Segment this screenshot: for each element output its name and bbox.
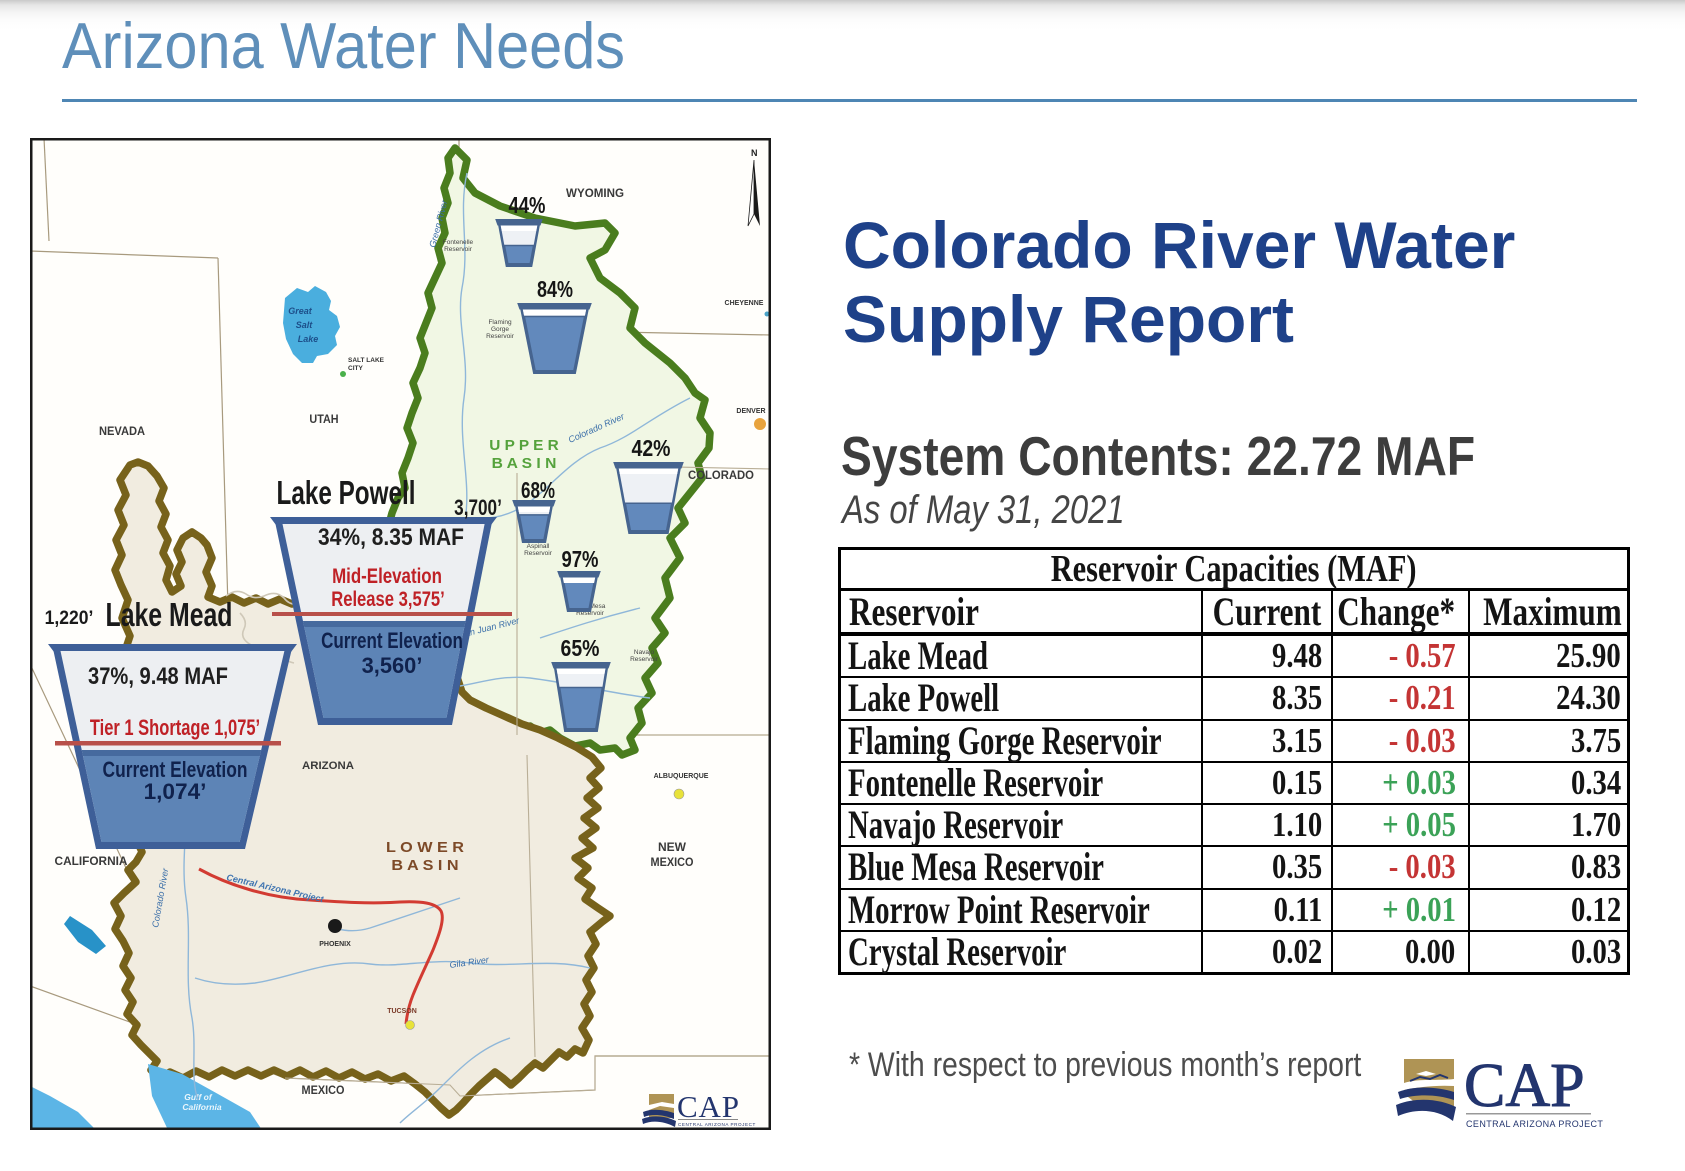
svg-text:84%: 84% xyxy=(537,277,573,303)
svg-text:Navajo: Navajo xyxy=(634,649,655,656)
svg-text:WYOMING: WYOMING xyxy=(566,188,624,200)
svg-text:CENTRAL ARIZONA PROJECT: CENTRAL ARIZONA PROJECT xyxy=(678,1122,756,1127)
svg-text:1,074’: 1,074’ xyxy=(144,779,207,804)
svg-text:34%, 8.35 MAF: 34%, 8.35 MAF xyxy=(318,524,464,551)
svg-text:CITY: CITY xyxy=(348,365,363,372)
svg-text:Lake Powell: Lake Powell xyxy=(277,476,416,512)
svg-text:MEXICO: MEXICO xyxy=(302,1085,345,1097)
svg-text:Gorge: Gorge xyxy=(491,326,509,333)
svg-text:1,220’: 1,220’ xyxy=(45,606,94,628)
svg-text:CHEYENNE: CHEYENNE xyxy=(725,300,764,307)
svg-text:California: California xyxy=(182,1102,221,1112)
svg-text:3,560’: 3,560’ xyxy=(362,653,423,678)
svg-text:MEXICO: MEXICO xyxy=(651,857,694,869)
svg-text:CENTRAL ARIZONA PROJECT: CENTRAL ARIZONA PROJECT xyxy=(1466,1119,1603,1129)
svg-text:Release 3,575’: Release 3,575’ xyxy=(331,588,445,611)
svg-text:Mid-Elevation: Mid-Elevation xyxy=(332,565,442,588)
svg-text:B A S I N: B A S I N xyxy=(391,858,458,874)
svg-text:97%: 97% xyxy=(562,547,599,572)
svg-text:NEVADA: NEVADA xyxy=(99,426,145,438)
svg-text:Reservoir: Reservoir xyxy=(524,550,553,557)
svg-text:37%, 9.48 MAF: 37%, 9.48 MAF xyxy=(88,662,228,689)
svg-text:Lake: Lake xyxy=(298,334,319,344)
svg-text:44%: 44% xyxy=(509,193,546,218)
svg-text:68%: 68% xyxy=(521,479,555,504)
svg-text:CAP: CAP xyxy=(1464,1052,1585,1120)
svg-text:Reservoir: Reservoir xyxy=(630,656,659,663)
svg-text:3,700’: 3,700’ xyxy=(454,496,502,521)
svg-text:SALT LAKE: SALT LAKE xyxy=(348,357,385,364)
svg-text:CALIFORNIA: CALIFORNIA xyxy=(55,855,129,868)
svg-text:Flaming: Flaming xyxy=(488,319,512,326)
svg-text:Lake Mead: Lake Mead xyxy=(106,598,233,634)
svg-text:Salt: Salt xyxy=(296,320,314,330)
svg-text:TUCSON: TUCSON xyxy=(387,1008,417,1015)
svg-text:Reservoir: Reservoir xyxy=(444,246,473,253)
svg-text:Current Elevation: Current Elevation xyxy=(103,758,248,782)
svg-text:PHOENIX: PHOENIX xyxy=(319,941,351,948)
svg-text:B A S I N: B A S I N xyxy=(492,455,557,472)
svg-text:Gulf of: Gulf of xyxy=(184,1092,213,1102)
svg-text:42%: 42% xyxy=(632,436,671,462)
svg-text:COLORADO: COLORADO xyxy=(688,470,754,482)
svg-text:CAP: CAP xyxy=(677,1089,739,1124)
svg-text:ARIZONA: ARIZONA xyxy=(302,760,354,772)
svg-text:Great: Great xyxy=(288,306,313,316)
svg-text:UTAH: UTAH xyxy=(309,414,338,426)
svg-text:U P P E R: U P P E R xyxy=(489,437,558,454)
svg-text:N: N xyxy=(751,148,758,158)
svg-text:Reservoir: Reservoir xyxy=(486,333,515,340)
svg-text:Tier 1 Shortage 1,075’: Tier 1 Shortage 1,075’ xyxy=(90,716,260,741)
svg-text:DENVER: DENVER xyxy=(736,408,765,415)
svg-text:NEW: NEW xyxy=(658,841,687,854)
svg-text:Reservoir: Reservoir xyxy=(576,610,605,617)
svg-text:Fontenelle: Fontenelle xyxy=(443,239,474,246)
svg-text:Aspinall: Aspinall xyxy=(527,543,550,550)
svg-text:Current Elevation: Current Elevation xyxy=(321,629,463,654)
svg-text:L O W E R: L O W E R xyxy=(386,840,464,856)
svg-text:ALBUQUERQUE: ALBUQUERQUE xyxy=(654,773,709,780)
svg-text:65%: 65% xyxy=(561,636,600,662)
